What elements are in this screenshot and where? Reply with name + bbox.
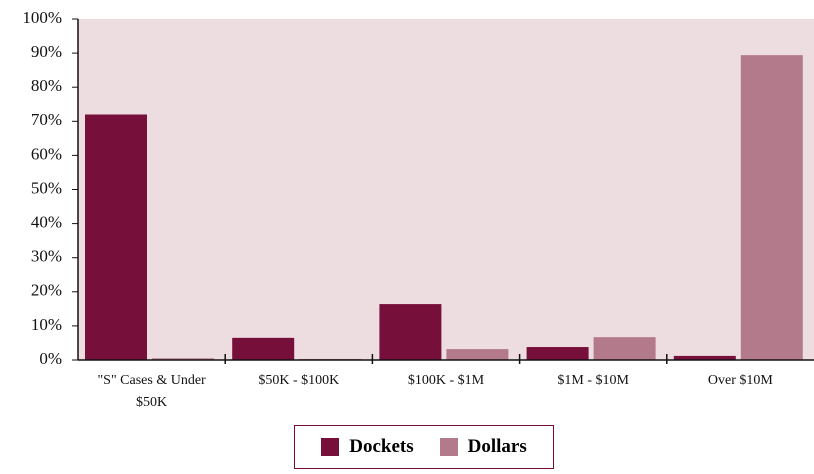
x-tick-label: $1M - $10M <box>557 373 629 388</box>
x-tick-label: Over $10M <box>707 373 773 388</box>
x-tick-label: "S" Cases & Under $50K <box>97 373 206 410</box>
bar <box>85 114 147 360</box>
y-tick-label: 30% <box>31 247 62 266</box>
y-tick-label: 80% <box>31 76 62 95</box>
bar <box>232 337 295 360</box>
x-tick-label: $50K - $100K <box>258 373 340 388</box>
bar <box>526 347 589 360</box>
y-tick-label: 0% <box>39 349 62 368</box>
legend-label: Dockets <box>349 436 414 457</box>
legend: Dockets Dollars <box>294 425 554 469</box>
bar <box>379 304 442 360</box>
bar <box>740 55 803 361</box>
legend-item: Dockets <box>321 436 414 458</box>
plot-background <box>78 19 814 360</box>
bar <box>593 337 656 360</box>
y-tick-label: 90% <box>31 42 62 61</box>
legend-item: Dollars <box>439 436 527 458</box>
y-tick-label: 50% <box>31 178 62 197</box>
legend-swatch <box>321 438 340 456</box>
y-tick-label: 10% <box>31 315 62 334</box>
y-tick-label: 20% <box>31 281 62 300</box>
bar <box>152 358 214 360</box>
legend-swatch <box>439 438 458 456</box>
x-tick-label: $100K - $1M <box>407 373 485 388</box>
y-tick-label: 100% <box>22 8 62 27</box>
legend-label: Dollars <box>467 436 527 457</box>
y-tick-label: 60% <box>31 144 62 163</box>
bar <box>446 349 509 360</box>
bar <box>673 355 736 360</box>
y-tick-label: 70% <box>31 110 62 129</box>
y-tick-label: 40% <box>31 213 62 232</box>
